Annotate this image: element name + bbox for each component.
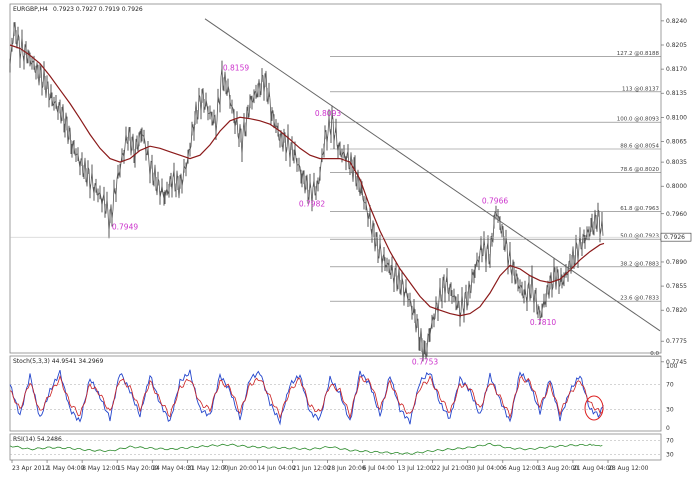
time-tick-label: 30 Jul 04:00 xyxy=(468,465,504,472)
time-tick-label: 8 May 12:00 xyxy=(82,465,120,472)
price-tick-label: 0.7890 xyxy=(666,259,687,266)
fib-label: 127.2 @0.8188 xyxy=(617,51,660,57)
ma-line xyxy=(9,44,605,317)
time-tick-label: 6 Jul 04:00 xyxy=(363,465,395,472)
price-tick-label: 0.7960 xyxy=(666,211,687,218)
price-tick-label: 0.7775 xyxy=(666,338,687,345)
price-tick-label: 0.8135 xyxy=(666,90,687,97)
time-tick-label: 1 May 04:00 xyxy=(47,465,85,472)
time-tick-label: 13 Aug 20:00 xyxy=(538,465,579,472)
price-tick-label: 0.8035 xyxy=(666,159,687,166)
main-panel-frame xyxy=(9,3,662,354)
price-annotation: 0.8159 xyxy=(223,64,249,73)
fib-label: 100.0 @0.8093 xyxy=(617,117,660,123)
stoch-panel-frame xyxy=(9,355,662,432)
price-tick-label: 0.7855 xyxy=(666,283,687,290)
stoch-tick-label: 100 xyxy=(666,363,678,370)
price-tick-label: 0.7820 xyxy=(666,307,687,314)
price-annotation: 0.7982 xyxy=(299,200,325,209)
price-tick-label: 0.8000 xyxy=(666,183,687,190)
fib-label: 61.8 @0.7963 xyxy=(620,206,659,212)
moving-average xyxy=(9,44,605,317)
price-tick-label: 0.8065 xyxy=(666,138,687,145)
fib-label: 88.6 @0.8054 xyxy=(620,144,659,150)
time-tick-label: 24 May 04:00 xyxy=(152,465,193,472)
rsi-tick-label: 70 xyxy=(666,438,674,445)
rsi-indicator: 30 70 xyxy=(9,438,674,459)
price-tick-label: 0.7745 xyxy=(666,359,687,366)
fib-label: 0.0 xyxy=(650,351,659,357)
fib-label: 38.2 @0.7883 xyxy=(620,261,659,267)
stoch-highlight-circle xyxy=(584,395,604,421)
stoch-tick-label: 0 xyxy=(666,425,670,432)
price-annotation: 0.8093 xyxy=(315,109,341,118)
time-tick-label: 13 Jul 12:00 xyxy=(398,465,434,472)
current-price-label: 0.7926 xyxy=(664,234,685,241)
fib-label: 50.0 @0.7923 xyxy=(620,234,659,240)
time-tick-label: 28 Jun 20:00 xyxy=(328,465,366,472)
fib-label: 113 @0.8137 xyxy=(622,86,659,92)
time-tick-label: 21 Aug 04:00 xyxy=(573,465,614,472)
time-tick-label: 22 Jul 21:00 xyxy=(433,465,469,472)
price-tick-label: 0.8205 xyxy=(666,42,687,49)
time-tick-label: 7 Jun 20:00 xyxy=(222,465,256,472)
rsi-line xyxy=(9,442,603,455)
stoch-tick-label: 30 xyxy=(666,406,674,413)
price-tick-label: 0.8240 xyxy=(666,18,687,25)
chart-header-symbol: EURGBP,H4 xyxy=(13,6,48,13)
time-tick-label: 23 Apr 2012 xyxy=(12,465,49,472)
price-series xyxy=(9,21,604,362)
price-tick-label: 0.8100 xyxy=(666,114,687,121)
trendline xyxy=(204,18,661,332)
price-axis: 0.8240 0.8205 0.8170 0.8135 0.8100 0.8065 0.80… xyxy=(10,18,692,366)
rsi-panel-frame xyxy=(9,433,662,461)
stoch-signal-line xyxy=(9,375,604,420)
time-tick-label: 28 Aug 12:00 xyxy=(608,465,649,472)
trendline-line xyxy=(204,18,661,332)
price-tick-label: 0.8170 xyxy=(666,66,687,73)
chart-header-ohlc: 0.7923 0.7927 0.7919 0.7926 xyxy=(53,6,143,13)
time-tick-label: 14 Jun 04:00 xyxy=(257,465,295,472)
price-annotation: 0.7949 xyxy=(112,222,138,231)
price-annotation: 0.7966 xyxy=(482,197,508,206)
time-tick-label: 6 Aug 12:00 xyxy=(503,465,540,472)
stoch-tick-label: 70 xyxy=(666,382,674,389)
time-tick-label: 21 Jun 12:00 xyxy=(292,465,330,472)
price-line xyxy=(9,21,604,362)
rsi-title: RSI(14) 54.2486 xyxy=(13,436,62,443)
stoch-title: Stoch(5,3,3) 44.9541 34.2969 xyxy=(13,358,104,365)
stoch-indicator: 100 70 30 0 xyxy=(9,363,678,432)
fibonacci-levels: 127.2 @0.8188 113 @0.8137 100.0 @0.8093 88.… xyxy=(330,51,661,357)
time-tick-label: 31 May 12:00 xyxy=(187,465,228,472)
fib-label: 23.6 @0.7833 xyxy=(620,296,659,302)
fib-label: 78.6 @0.8020 xyxy=(620,167,659,173)
price-annotation: 0.7753 xyxy=(412,357,438,366)
rsi-tick-label: 30 xyxy=(666,452,674,459)
price-annotation: 0.7810 xyxy=(530,318,556,327)
price-annotations: 0.8159 0.8093 0.7982 0.7949 0.7966 0.7810 0.77… xyxy=(112,64,556,367)
time-tick-label: 15 May 20:00 xyxy=(117,465,158,472)
stoch-main-line xyxy=(9,369,604,426)
